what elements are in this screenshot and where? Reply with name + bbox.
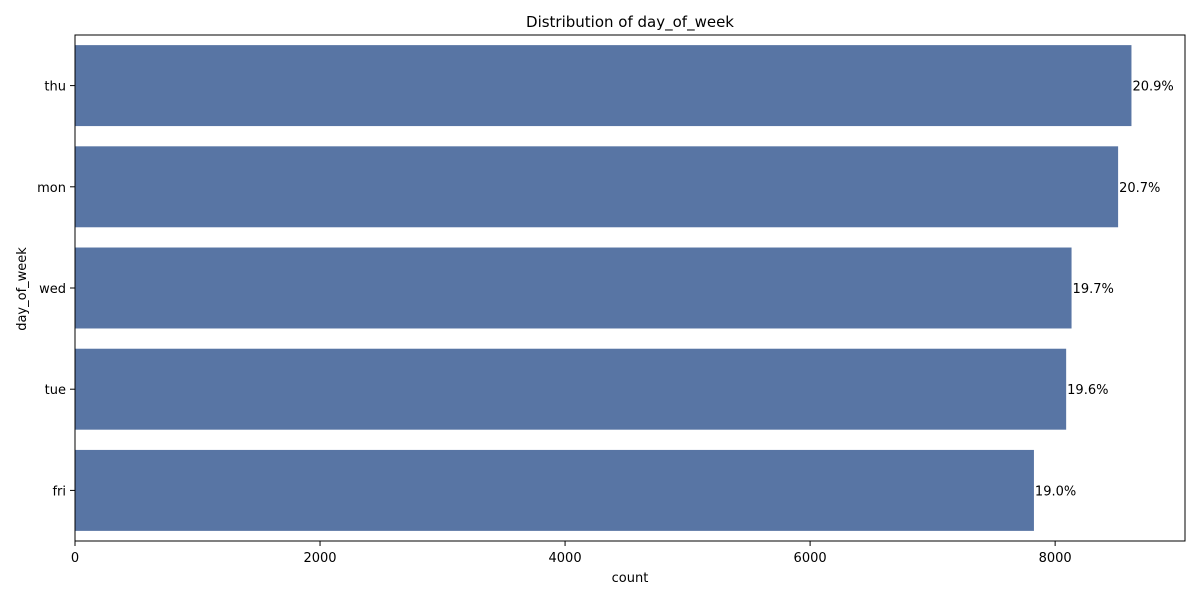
data-label-fri: 19.0% <box>1035 484 1076 499</box>
x-tick-label-2000: 2000 <box>303 551 336 566</box>
y-axis-label: day_of_week <box>15 247 30 331</box>
x-tick-label-4000: 4000 <box>549 551 582 566</box>
y-tick-label-fri: fri <box>52 484 66 499</box>
x-axis: 0 2000 4000 6000 8000 <box>71 541 1072 566</box>
y-tick-label-tue: tue <box>45 383 66 398</box>
data-label-tue: 19.6% <box>1067 383 1108 398</box>
bars-group <box>75 45 1132 531</box>
x-tick-label-6000: 6000 <box>794 551 827 566</box>
x-axis-label: count <box>612 571 649 586</box>
bar-wed <box>75 247 1072 329</box>
y-tick-label-wed: wed <box>39 282 66 297</box>
bar-tue <box>75 348 1067 430</box>
bar-mon <box>75 146 1119 228</box>
y-tick-label-thu: thu <box>44 80 66 95</box>
x-tick-label-8000: 8000 <box>1039 551 1072 566</box>
bar-fri <box>75 449 1034 531</box>
bar-thu <box>75 45 1132 127</box>
chart-title: Distribution of day_of_week <box>526 13 734 32</box>
data-label-wed: 19.7% <box>1073 282 1114 297</box>
data-label-thu: 20.9% <box>1132 80 1173 95</box>
data-label-mon: 20.7% <box>1119 181 1160 196</box>
x-tick-label-0: 0 <box>71 551 79 566</box>
y-tick-label-mon: mon <box>37 181 66 196</box>
y-axis: thu mon wed tue fri <box>37 80 75 499</box>
plot-frame <box>74 34 1186 542</box>
data-labels-group: 20.9% 20.7% 19.7% 19.6% 19.0% <box>1035 80 1174 500</box>
